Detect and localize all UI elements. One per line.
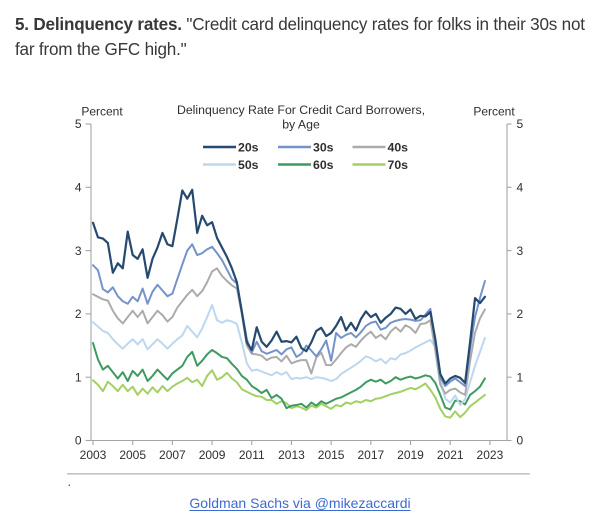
x-tick-label: 2021 — [437, 448, 464, 462]
delinquency-chart: 0 0 1 1 2 2 3 3 4 4 5 5 2003 2005 2007 2009 2011 2013 2015… — [67, 103, 530, 475]
y-tick-label-right: 1 — [517, 370, 524, 384]
axes — [85, 123, 512, 445]
series-lines — [91, 188, 487, 419]
x-tick-label: 2009 — [199, 448, 226, 462]
y-tick-label-right: 4 — [517, 181, 524, 195]
chart-caption: Goldman Sachs via @mikezaccardi — [0, 495, 600, 511]
series-line-60s — [92, 342, 486, 411]
x-tick-label: 2023 — [477, 448, 504, 462]
axis-labels: 0 0 1 1 2 2 3 3 4 4 5 5 2003 2005 2007 2009 2011 2013 2015… — [75, 117, 524, 462]
legend-label-20s: 20s — [238, 140, 259, 154]
chart-subtitle: by Age — [282, 118, 320, 132]
series-line-70s — [92, 369, 486, 419]
x-tick-label: 2003 — [80, 448, 107, 462]
footnote-mark: . — [67, 474, 72, 489]
source-link[interactable]: Goldman Sachs via @mikezaccardi — [189, 494, 411, 511]
x-tick-label: 2005 — [119, 448, 146, 462]
section-heading: 5. Delinquency rates. "Credit card delin… — [15, 12, 587, 63]
x-tick-label: 2007 — [159, 448, 186, 462]
unit-label-left: Percent — [81, 105, 123, 119]
y-tick-label-right: 3 — [517, 244, 524, 258]
chart-title: Delinquency Rate For Credit Card Borrowe… — [177, 103, 425, 117]
legend-label-30s: 30s — [313, 140, 334, 154]
x-tick-label: 2019 — [397, 448, 424, 462]
series-line-30s — [92, 243, 486, 388]
legend-label-70s: 70s — [388, 158, 409, 172]
legend-label-40s: 40s — [388, 140, 409, 154]
section-heading-lead: 5. Delinquency rates. — [15, 15, 182, 34]
y-tick-label-left: 5 — [75, 117, 82, 131]
x-tick-label: 2015 — [318, 448, 345, 462]
series-line-20s — [91, 188, 487, 385]
y-tick-label-left: 4 — [75, 181, 82, 195]
legend: 20s 30s 40s 50s 60s 70s — [203, 140, 408, 172]
section-heading-quote: "Credit card delinquency rates for folks… — [15, 15, 585, 60]
y-tick-label-right: 5 — [517, 117, 524, 131]
series-line-50s — [92, 304, 486, 407]
y-tick-label-left: 3 — [75, 244, 82, 258]
y-tick-label-right: 0 — [517, 434, 524, 448]
legend-label-60s: 60s — [313, 158, 334, 172]
chart-figure: 0 0 1 1 2 2 3 3 4 4 5 5 2003 2005 2007 2009 2011 2013 2015… — [67, 88, 530, 475]
y-tick-label-right: 2 — [517, 307, 524, 321]
y-tick-label-left: 1 — [75, 370, 82, 384]
series-line-40s — [92, 267, 486, 396]
x-tick-label: 2017 — [357, 448, 384, 462]
y-tick-label-left: 0 — [75, 434, 82, 448]
y-tick-label-left: 2 — [75, 307, 82, 321]
x-tick-label: 2011 — [239, 448, 265, 462]
legend-label-50s: 50s — [238, 158, 259, 172]
unit-label-right: Percent — [473, 105, 515, 119]
x-tick-label: 2013 — [278, 448, 305, 462]
